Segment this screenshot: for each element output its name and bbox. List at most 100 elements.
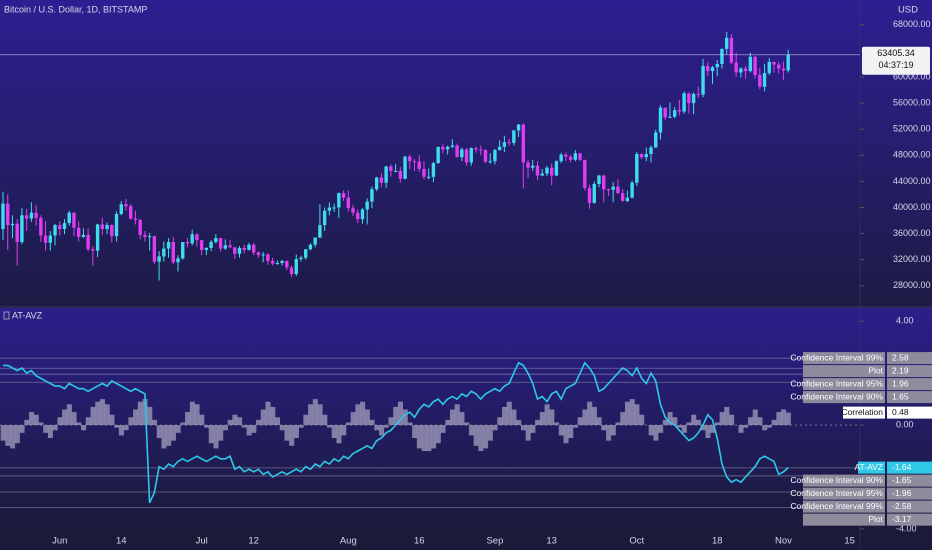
candle-body	[743, 68, 748, 72]
correlation-bar	[516, 419, 522, 426]
correlation-bar	[137, 401, 143, 426]
tag-value-box	[887, 513, 932, 526]
tag-name: Plot	[868, 365, 883, 375]
correlation-bar	[577, 417, 583, 426]
tag-value-box	[887, 378, 932, 391]
correlation-bar	[629, 399, 635, 426]
correlation-bar	[52, 425, 58, 431]
candle-body	[602, 175, 606, 190]
candle-body	[455, 145, 459, 158]
correlation-bar	[43, 425, 49, 433]
correlation-bar	[549, 409, 555, 426]
candle-body	[29, 212, 34, 219]
x-tick-label: 18	[712, 536, 723, 547]
y-tick-label: 56000.00	[893, 97, 931, 107]
correlation-bar	[672, 417, 678, 426]
candle-body	[398, 170, 403, 179]
correlation-bar	[388, 417, 394, 426]
candle-body	[441, 146, 445, 150]
candle-body	[133, 218, 138, 220]
correlation-bar	[298, 425, 304, 428]
correlation-bar	[128, 417, 134, 426]
candle-body	[67, 212, 71, 224]
tag-value: 1.96	[892, 378, 909, 388]
candle-body	[540, 173, 544, 176]
candle-body	[48, 235, 52, 243]
unit-label: USD	[898, 5, 918, 16]
candle-body	[176, 258, 180, 263]
tag-value: -3.17	[892, 514, 912, 524]
correlation-bar	[416, 425, 422, 449]
countdown: 04:37:19	[878, 60, 913, 70]
candle-body	[34, 212, 38, 218]
candle-body	[162, 248, 166, 257]
correlation-bar	[653, 425, 659, 441]
candle-body	[280, 260, 284, 263]
y-tick-label: 36000.00	[893, 228, 931, 238]
correlation-bar	[554, 422, 560, 426]
candle-body	[549, 167, 554, 176]
y-tick-label: 32000.00	[893, 254, 931, 264]
y-tick-label: 0.00	[896, 419, 914, 429]
candle-body	[6, 203, 10, 226]
correlation-bar	[71, 412, 77, 426]
candle-body	[100, 224, 105, 230]
x-tick-label: Nov	[775, 536, 792, 547]
correlation-bar	[667, 412, 673, 426]
indicator-icon[interactable]	[3, 311, 10, 320]
correlation-bar	[435, 425, 441, 444]
candle-body	[199, 240, 204, 250]
correlation-bar	[587, 401, 593, 426]
tag-name-box	[803, 378, 885, 391]
candle-body	[777, 64, 781, 69]
candle-body	[308, 244, 313, 250]
candle-body	[417, 161, 421, 169]
tag-name: Plot	[868, 514, 883, 524]
correlation-bar	[785, 412, 791, 426]
candle-body	[247, 244, 251, 250]
candle-body	[256, 252, 261, 256]
correlation-bar	[166, 425, 172, 446]
x-tick-label: 16	[414, 536, 425, 547]
candle-body	[15, 223, 19, 243]
candle-body	[105, 225, 109, 230]
tag-value: -2.58	[892, 501, 912, 511]
correlation-bar	[601, 425, 607, 431]
candle-body	[43, 235, 48, 243]
indicator-title: AT-AVZ	[12, 310, 43, 320]
correlation-bar	[95, 401, 101, 426]
candle-body	[701, 65, 705, 95]
x-tick-label: Jun	[52, 536, 67, 547]
candle-body	[696, 93, 701, 95]
candle-body	[616, 186, 620, 194]
candle-body	[715, 63, 719, 68]
correlation-bar	[270, 406, 276, 426]
y-tick-label: -4.00	[896, 523, 917, 533]
correlation-bar	[5, 425, 11, 446]
correlation-bar	[29, 412, 35, 426]
correlation-bar	[506, 401, 512, 426]
candle-body	[753, 56, 757, 76]
candle-body	[129, 206, 133, 219]
candle-body	[408, 156, 412, 162]
candle-body	[365, 201, 369, 210]
tag-name-box	[803, 487, 885, 500]
tag-value-box	[887, 391, 932, 404]
candle-body	[20, 215, 24, 243]
at-avz-line	[3, 361, 789, 504]
correlation-bar	[634, 404, 640, 426]
tag-value: 2.58	[892, 352, 909, 362]
candle-body	[559, 154, 563, 162]
y-tick-label: 4.00	[896, 316, 914, 326]
correlation-bar	[274, 417, 281, 426]
candle-body	[531, 165, 535, 168]
candle-body	[403, 156, 407, 179]
tag-name: Confidence Interval 90%	[790, 475, 883, 485]
candle-body	[138, 219, 142, 235]
correlation-bar	[293, 425, 299, 439]
correlation-bar	[658, 425, 664, 433]
correlation-bar	[511, 409, 517, 426]
candle-body	[464, 149, 469, 163]
candle-body	[223, 245, 228, 249]
